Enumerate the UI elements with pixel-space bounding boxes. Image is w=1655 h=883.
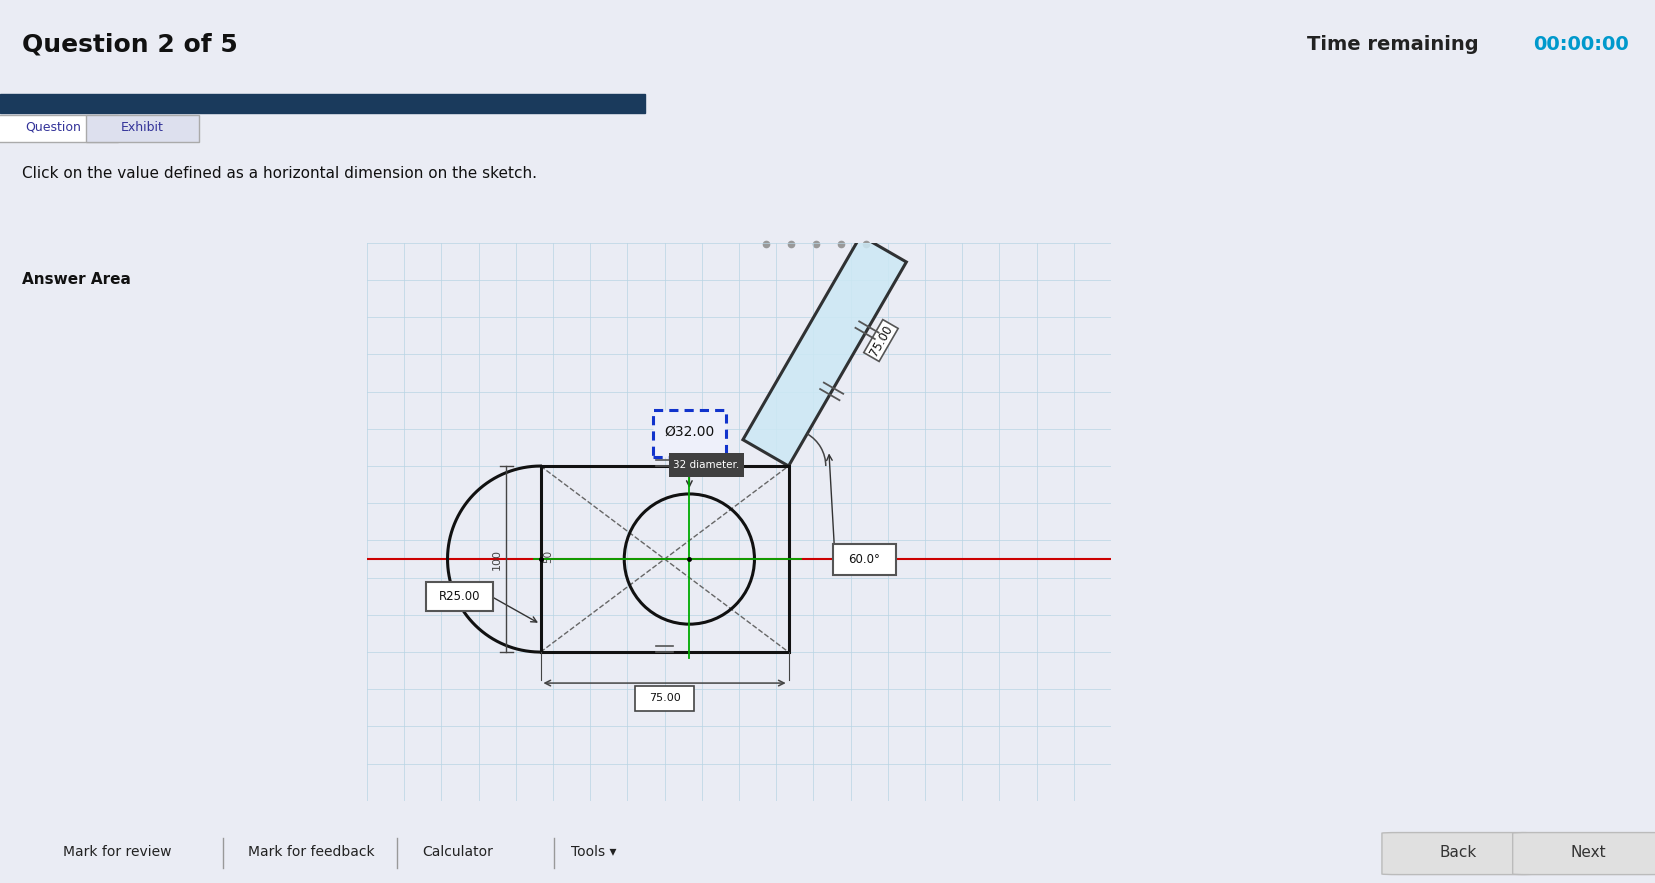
Text: 100: 100 [492, 548, 501, 570]
Text: Click on the value defined as a horizontal dimension on the sketch.: Click on the value defined as a horizont… [22, 166, 536, 180]
Text: 00:00:00: 00:00:00 [1533, 35, 1629, 54]
FancyBboxPatch shape [86, 115, 199, 142]
Text: 60.0°: 60.0° [849, 553, 880, 566]
FancyBboxPatch shape [1382, 833, 1534, 874]
Text: Time remaining: Time remaining [1307, 35, 1486, 54]
Polygon shape [743, 236, 907, 466]
Text: Calculator: Calculator [422, 845, 493, 859]
FancyBboxPatch shape [0, 115, 118, 142]
Text: Ø32.00: Ø32.00 [664, 425, 715, 438]
FancyBboxPatch shape [832, 544, 897, 575]
Text: R25.00: R25.00 [439, 590, 480, 603]
Text: Exhibit: Exhibit [121, 121, 164, 134]
Text: 50: 50 [543, 549, 553, 562]
Text: Tools ▾: Tools ▾ [571, 845, 616, 859]
FancyBboxPatch shape [636, 685, 695, 711]
FancyBboxPatch shape [669, 453, 743, 477]
Text: 75.00: 75.00 [649, 693, 680, 703]
Text: Next: Next [1571, 845, 1607, 860]
Text: Mark for review: Mark for review [63, 845, 172, 859]
FancyBboxPatch shape [1513, 833, 1655, 874]
FancyBboxPatch shape [427, 582, 493, 610]
FancyBboxPatch shape [652, 411, 727, 457]
Text: Question: Question [25, 121, 81, 134]
Text: Back: Back [1440, 845, 1476, 860]
Text: Mark for feedback: Mark for feedback [248, 845, 376, 859]
Text: 75.00: 75.00 [867, 323, 895, 358]
Text: Answer Area: Answer Area [22, 272, 131, 287]
Bar [0, 94, 645, 113]
Text: Question 2 of 5: Question 2 of 5 [22, 33, 237, 57]
Text: 32 diameter.: 32 diameter. [674, 460, 740, 470]
